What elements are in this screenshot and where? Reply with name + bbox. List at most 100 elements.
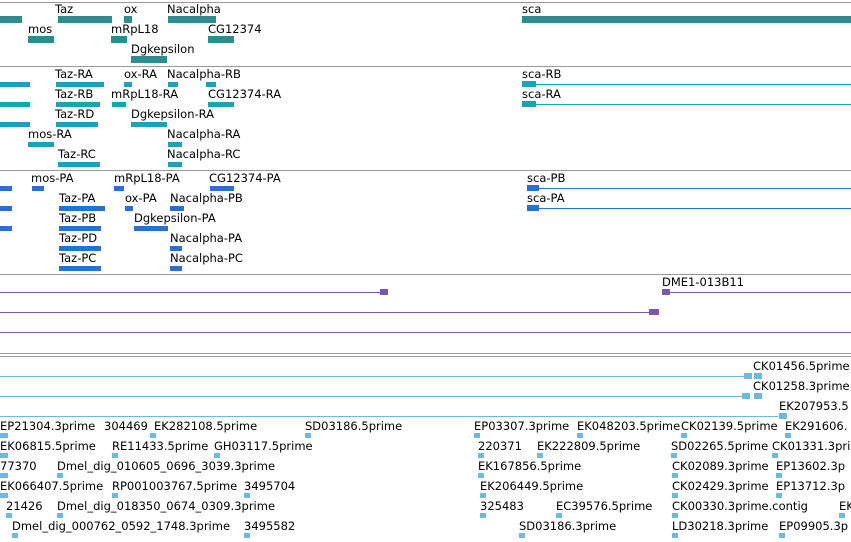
est-label[interactable]: EK167856.5prime	[478, 459, 582, 473]
gene-label-cg12374[interactable]: CG12374	[208, 22, 262, 36]
mrna-feature[interactable]	[112, 102, 126, 107]
est-label[interactable]: 325483	[480, 499, 524, 513]
protein-feature[interactable]	[0, 186, 12, 191]
gene-feature-mrpl18[interactable]	[111, 36, 127, 43]
protein-feature[interactable]	[0, 206, 12, 211]
mrna-label[interactable]: Taz-RC	[58, 147, 96, 161]
est-label[interactable]: EC39576.5prime	[556, 499, 653, 513]
gene-feature-sca[interactable]	[522, 16, 851, 23]
protein-label[interactable]: Taz-PA	[59, 191, 96, 205]
est-label[interactable]: CK02089.3prime	[672, 459, 769, 473]
mrna-label[interactable]: sca-RA	[522, 87, 561, 101]
est-feature[interactable]	[556, 513, 562, 518]
mrna-label[interactable]: sca-RB	[522, 67, 562, 81]
protein-label[interactable]: Taz-PC	[59, 251, 97, 265]
est-feature[interactable]	[478, 473, 484, 478]
clone-track[interactable]: DME1-013B11	[0, 274, 851, 354]
est-label[interactable]: CK01258.3prime	[753, 379, 850, 393]
mrna-feature[interactable]	[56, 102, 100, 107]
protein-label[interactable]: Nacalpha-PB	[170, 191, 243, 205]
protein-label[interactable]: Taz-PB	[59, 211, 97, 225]
gene-label-dgkepsilon[interactable]: Dgkepsilon	[131, 42, 195, 56]
est-feature[interactable]	[672, 493, 678, 498]
est-label[interactable]: CK00330.3prime.contig	[672, 499, 808, 513]
est-label[interactable]: RE11433.5prime	[112, 439, 209, 453]
gene-label-nacalpha[interactable]: Nacalpha	[167, 2, 221, 16]
est-label[interactable]: 220371	[478, 439, 522, 453]
est-feature[interactable]	[681, 433, 687, 438]
est-feature[interactable]	[480, 513, 486, 518]
est-feature[interactable]	[0, 433, 8, 438]
est-label[interactable]: EP03307.3prime	[474, 419, 570, 433]
protein-label[interactable]: Nacalpha-PA	[170, 231, 243, 245]
est-label[interactable]: 21426	[6, 499, 43, 513]
est-feature[interactable]	[519, 533, 525, 538]
protein-feature[interactable]	[0, 226, 12, 231]
est-label[interactable]: EP09905.3p	[779, 519, 849, 533]
est-feature[interactable]	[0, 473, 8, 478]
mrna-feature[interactable]	[522, 81, 536, 87]
est-track[interactable]: CK01456.5prime CK01258.3prime EK207953.5…	[0, 356, 851, 542]
est-feature[interactable]	[0, 453, 8, 458]
est-feature[interactable]	[671, 453, 677, 458]
protein-feature[interactable]	[32, 186, 44, 191]
est-feature[interactable]	[112, 493, 118, 498]
gene-label-sca[interactable]: sca	[522, 2, 542, 16]
est-feature[interactable]	[244, 533, 250, 538]
est-feature[interactable]	[785, 433, 791, 438]
protein-label[interactable]: Nacalpha-PC	[170, 251, 243, 265]
clone-line[interactable]	[0, 332, 851, 333]
est-feature[interactable]	[754, 393, 762, 399]
protein-feature[interactable]	[59, 206, 105, 211]
est-feature[interactable]	[742, 393, 750, 399]
clone-label[interactable]: DME1-013B11	[662, 275, 744, 289]
mrna-label[interactable]: mRpL18-RA	[111, 87, 179, 101]
est-label[interactable]: EP13602.3p	[776, 459, 846, 473]
est-feature[interactable]	[244, 493, 250, 498]
est-feature[interactable]	[672, 513, 678, 518]
est-feature[interactable]	[779, 533, 785, 538]
est-label[interactable]: SD02265.5prime	[671, 439, 769, 453]
est-feature[interactable]	[776, 473, 782, 478]
protein-feature[interactable]	[134, 226, 168, 231]
est-label[interactable]: 304469	[104, 419, 148, 433]
est-feature[interactable]	[672, 473, 678, 478]
est-label[interactable]: EK291606.	[785, 419, 848, 433]
clone-end[interactable]	[649, 309, 659, 315]
clone-line[interactable]	[662, 292, 851, 293]
protein-label[interactable]: mos-PA	[31, 171, 74, 185]
est-feature[interactable]	[754, 373, 762, 379]
mrna-label[interactable]: Taz-RB	[55, 87, 94, 101]
est-label[interactable]: EK207953.5	[779, 399, 849, 413]
clone-line[interactable]	[0, 312, 656, 313]
est-label[interactable]: GH03117.5prime	[214, 439, 313, 453]
gene-label-mrpl18[interactable]: mRpL18	[111, 22, 159, 36]
mrna-label[interactable]: Taz-RA	[55, 67, 93, 81]
est-feature[interactable]	[12, 533, 18, 538]
clone-end[interactable]	[380, 289, 388, 295]
est-label[interactable]: EK222809.5prime	[537, 439, 641, 453]
gene-feature-left[interactable]	[0, 16, 22, 23]
mrna-feature[interactable]	[168, 162, 182, 167]
mrna-feature[interactable]	[28, 142, 54, 147]
est-feature[interactable]	[305, 433, 311, 438]
protein-feature[interactable]	[527, 205, 539, 211]
est-feature[interactable]	[839, 513, 845, 518]
est-label[interactable]: CK02429.3prime	[672, 479, 769, 493]
protein-feature[interactable]	[59, 226, 101, 231]
est-label[interactable]: EK06815.5prime	[0, 439, 96, 453]
gene-label-taz[interactable]: Taz	[55, 2, 74, 16]
gene-feature-ox[interactable]	[124, 16, 132, 23]
protein-track[interactable]: mos-PA mRpL18-PA CG12374-PA sca-PB Taz-P…	[0, 170, 851, 274]
est-feature[interactable]	[478, 453, 484, 458]
mrna-feature[interactable]	[0, 102, 30, 107]
mrna-label[interactable]: Nacalpha-RC	[167, 147, 241, 161]
est-feature[interactable]	[776, 493, 782, 498]
protein-feature[interactable]	[170, 206, 184, 211]
protein-feature[interactable]	[59, 246, 101, 251]
est-label[interactable]: RP001003767.5prime	[112, 479, 238, 493]
est-label[interactable]: EK	[839, 499, 851, 513]
gene-label-mos[interactable]: mos	[28, 22, 53, 36]
est-feature[interactable]	[744, 373, 752, 379]
est-label[interactable]: 3495704	[244, 479, 296, 493]
